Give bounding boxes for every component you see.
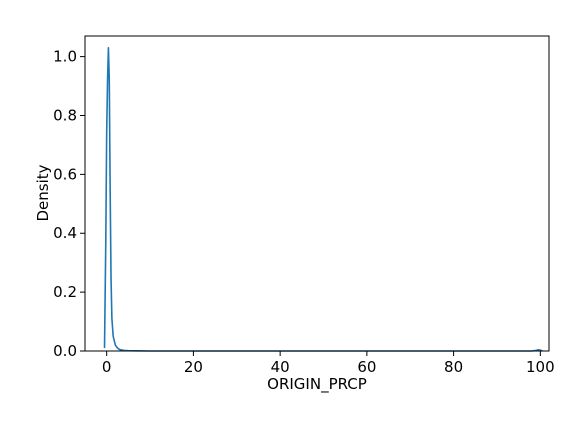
x-tick-label: 60 <box>357 358 376 376</box>
x-tick-label: 100 <box>526 358 555 376</box>
y-axis-ticks: 0.0 0.2 0.4 0.6 0.8 1.0 <box>53 48 85 360</box>
x-axis-ticks: 0 20 40 60 80 100 <box>102 351 555 376</box>
x-tick-label: 0 <box>102 358 112 376</box>
plot-area <box>85 36 549 351</box>
plot-frame <box>84 35 550 352</box>
y-tick-label: 0.8 <box>53 106 77 124</box>
x-tick-label: 40 <box>271 358 290 376</box>
x-axis-label: ORIGIN_PRCP <box>267 375 367 394</box>
x-tick-label: 20 <box>184 358 203 376</box>
y-tick-label: 0.6 <box>53 165 77 183</box>
y-tick-label: 1.0 <box>53 48 77 66</box>
y-tick-label: 0.2 <box>53 283 77 301</box>
y-tick-label: 0.4 <box>53 224 77 242</box>
y-axis-label: Density <box>34 164 52 221</box>
x-tick-label: 80 <box>444 358 463 376</box>
y-tick-label: 0.0 <box>53 342 77 360</box>
